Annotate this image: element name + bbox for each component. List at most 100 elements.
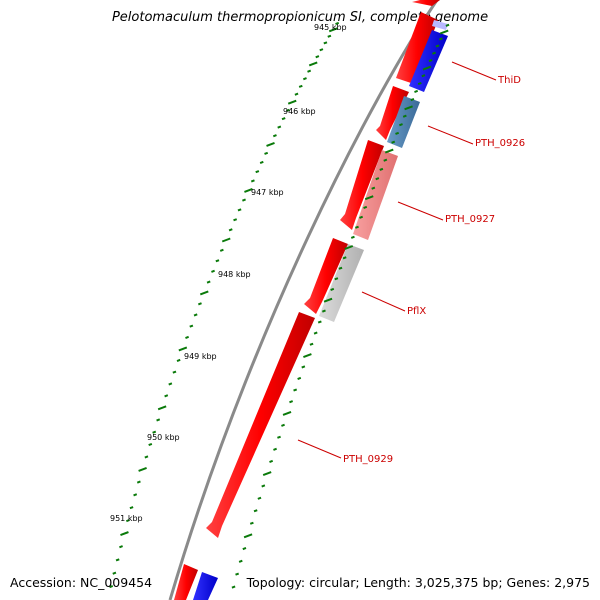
callout-line-pth0926 (427, 125, 474, 145)
gene-arrow-thid-upstream (412, 0, 440, 6)
genome-summary-label: Topology: circular; Length: 3,025,375 bp… (246, 575, 590, 590)
outer-tick-ring-tick (233, 218, 238, 222)
outer-tick-ring-tick (185, 335, 190, 339)
outer-tick-ring-tick (199, 290, 209, 296)
outer-tick-ring-tick (109, 585, 114, 589)
outer-tick-ring-tick (120, 531, 129, 537)
gene-arrow-forward-1 (396, 12, 438, 84)
outer-tick-ring-tick (335, 21, 340, 25)
inner-tick-ring-tick (432, 51, 436, 55)
inner-tick-ring-tick (313, 331, 318, 335)
tick-label-951: 951 kbp (110, 514, 143, 523)
ruler-labels: 945 kbp 946 kbp 947 kbp 948 kbp 949 kbp … (110, 23, 347, 523)
outer-tick-ring-tick (219, 248, 224, 252)
inner-tick-ring-tick (309, 342, 314, 346)
inner-tick-ring-tick (383, 158, 388, 162)
outer-tick-ring-tick (133, 493, 138, 497)
inner-tick-ring-tick (395, 131, 400, 135)
tick-label-948: 948 kbp (218, 270, 251, 279)
backbone-ring (168, 0, 439, 600)
inner-tick-ring-tick (435, 44, 440, 48)
inner-tick-ring-tick (238, 559, 243, 563)
outer-tick-ring-tick (157, 405, 167, 411)
inner-tick-ring-tick (439, 29, 449, 35)
outer-strand-track (174, 0, 440, 600)
outer-tick-ring-tick (255, 170, 260, 174)
inner-tick-ring-tick (445, 23, 450, 27)
outer-tick-ring-tick (156, 418, 161, 422)
inner-tick-ring-tick (338, 266, 343, 270)
inner-tick-ring-tick (301, 365, 306, 369)
tick-label-947: 947 kbp (251, 188, 284, 197)
inner-tick-ring-tick (421, 74, 426, 78)
callout-line-thid (451, 61, 497, 81)
outer-tick-ring-tick (237, 208, 242, 212)
outer-tick-ring-tick (129, 506, 134, 510)
inner-tick-ring-tick (384, 148, 394, 154)
inner-tick-ring-tick (410, 98, 415, 102)
gene-arrow-forward-2 (376, 86, 409, 140)
outer-tick-ring-tick (319, 48, 324, 52)
inner-tick-ring-tick (242, 547, 247, 551)
tick-label-949: 949 kbp (184, 352, 217, 361)
gene-label-thid: ThiD (497, 75, 521, 86)
inner-tick-ring-tick (297, 376, 302, 380)
accession-label: Accession: NC_009454 (10, 575, 153, 590)
outer-tick-ring-tick (266, 142, 275, 147)
callout-line-pflx (361, 291, 406, 312)
outer-tick-ring-tick (112, 571, 117, 575)
outer-tick-ring-tick (152, 430, 157, 434)
inner-tick-ring-tick (391, 140, 396, 144)
inner-tick-ring-tick (323, 297, 333, 303)
outer-tick-ring-tick (259, 160, 264, 164)
inner-tick-ring-tick (363, 205, 368, 209)
inner-tick-ring-tick (262, 471, 272, 477)
inner-tick-ring-tick (364, 195, 374, 201)
outer-tick-ring-tick (323, 41, 328, 45)
inner-tick-ring-tick (231, 585, 236, 589)
inner-tick-ring-tick (399, 123, 403, 127)
outer-tick-ring-tick (144, 455, 149, 459)
outer-tick-ring-tick (172, 370, 177, 374)
inner-tick-ring-tick (359, 215, 364, 219)
inner-tick-ring-tick (261, 484, 266, 488)
gene-block-pth0926 (387, 96, 420, 148)
outer-tick-ring-tick (115, 558, 120, 562)
outer-tick-ring-tick (307, 69, 312, 73)
gene-callouts: ThiD PTH_0926 PTH_0927 PflX PTH_0929 (297, 61, 525, 465)
inner-tick-ring-tick (344, 245, 354, 250)
inner-tick-ring-tick (273, 447, 277, 451)
outer-tick-ring-tick (215, 259, 220, 263)
outer-tick-ring-tick (211, 269, 215, 273)
outer-tick-ring-tick (206, 280, 211, 284)
outer-tick-ring-tick (176, 358, 181, 362)
inner-tick-ring-tick (330, 287, 335, 291)
outer-tick-ring-tick (197, 302, 202, 306)
gene-arrow-pth0929 (206, 312, 315, 538)
inner-tick-ring-tick (257, 496, 262, 500)
outer-tick-ring-tick (281, 117, 286, 121)
outer-tick-ring-tick (272, 134, 277, 138)
gene-label-pth0929: PTH_0929 (343, 454, 393, 465)
outer-tick-ring-tick (164, 394, 169, 398)
inner-tick-ring-tick (281, 423, 285, 427)
outer-tick-ring-tick (168, 382, 173, 386)
outer-tick-ring-tick (294, 92, 299, 96)
gene-block-bottom-blue (193, 572, 218, 600)
gene-block-pth0927 (353, 150, 398, 240)
outer-tick-ring-tick (136, 480, 141, 484)
outer-tick-ring-tick (119, 545, 123, 549)
inner-tick-ring-tick (375, 177, 380, 181)
inner-tick-ring-tick (321, 309, 326, 313)
outer-tick-ring-tick (148, 442, 153, 447)
outer-tick-ring-tick (178, 346, 188, 352)
outer-tick-ring-tick (228, 228, 233, 232)
inner-tick-ring-tick (379, 167, 384, 171)
outer-tick-ring-tick (328, 27, 338, 33)
inner-tick-ring-tick (350, 235, 355, 239)
outer-tick-ring-tick (193, 313, 198, 317)
inner-tick-ring-tick (277, 435, 281, 439)
outer-tick-ring-tick (242, 198, 246, 202)
tick-label-946: 946 kbp (283, 107, 316, 116)
